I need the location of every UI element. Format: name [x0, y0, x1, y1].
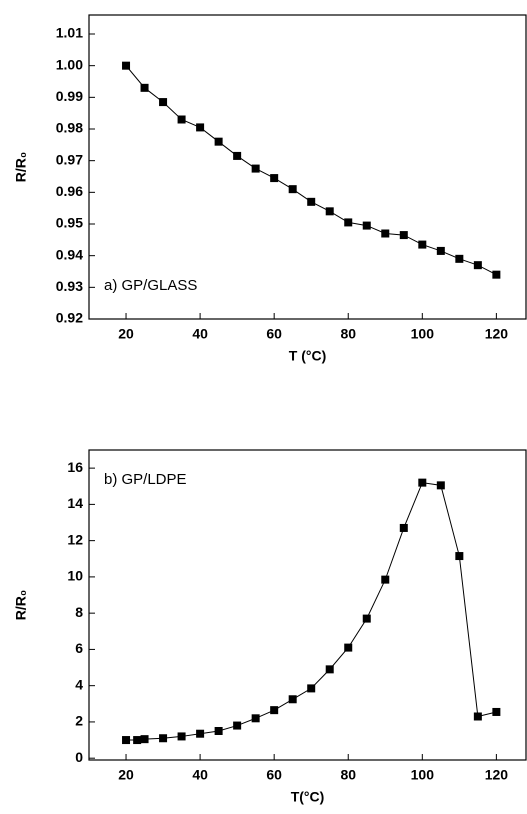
- data-line: [126, 482, 497, 741]
- data-point: [399, 231, 408, 240]
- x-tick-label: 120: [485, 326, 509, 342]
- data-point: [381, 229, 390, 238]
- x-tick-label: 20: [118, 326, 134, 342]
- plot-frame: [88, 449, 527, 761]
- data-point: [288, 185, 297, 194]
- data-point: [270, 174, 279, 183]
- y-tick-label: 0.99: [56, 88, 83, 104]
- data-point: [159, 734, 168, 743]
- data-point: [133, 736, 142, 745]
- data-point: [418, 240, 427, 249]
- plot-frame: [88, 14, 527, 320]
- y-tick-label: 12: [67, 531, 83, 547]
- data-point: [233, 721, 242, 730]
- y-tick-label: 0.92: [56, 310, 83, 326]
- data-point: [492, 707, 501, 716]
- data-point: [214, 137, 223, 146]
- y-tick-label: 2: [75, 713, 83, 729]
- x-axis-label: T (°C): [289, 348, 326, 364]
- x-tick-label: 40: [192, 767, 208, 783]
- data-point: [455, 552, 464, 561]
- data-point: [214, 726, 223, 735]
- x-tick-label: 100: [411, 326, 435, 342]
- x-tick-label: 40: [192, 326, 208, 342]
- data-point: [436, 481, 445, 490]
- data-point: [140, 735, 149, 744]
- x-tick-label: 60: [266, 767, 282, 783]
- data-point: [122, 61, 131, 70]
- y-tick-label: 0.96: [56, 183, 83, 199]
- data-point: [233, 151, 242, 160]
- data-point: [473, 261, 482, 270]
- data-point: [196, 123, 205, 132]
- x-tick-label: 20: [118, 767, 134, 783]
- data-point: [473, 712, 482, 721]
- data-point: [251, 714, 260, 723]
- x-tick-label: 100: [411, 767, 435, 783]
- y-axis-label: R/R₀: [13, 152, 29, 182]
- data-point: [362, 221, 371, 230]
- data-point: [307, 684, 316, 693]
- y-tick-label: 14: [67, 495, 83, 511]
- annotation: a) GP/GLASS: [104, 277, 197, 294]
- y-tick-label: 16: [67, 459, 83, 475]
- y-tick-label: 10: [67, 568, 83, 584]
- data-point: [122, 736, 131, 745]
- data-point: [140, 83, 149, 92]
- data-point: [307, 197, 316, 206]
- x-tick-label: 80: [340, 326, 356, 342]
- data-point: [381, 575, 390, 584]
- y-tick-label: 0: [75, 749, 83, 765]
- data-point: [362, 614, 371, 623]
- data-point: [177, 732, 186, 741]
- data-point: [344, 643, 353, 652]
- data-point: [325, 207, 334, 216]
- data-point: [177, 115, 186, 124]
- y-tick-label: 0.98: [56, 120, 83, 136]
- data-point: [492, 270, 501, 279]
- y-tick-label: 0.95: [56, 215, 83, 231]
- data-point: [270, 706, 279, 715]
- data-point: [251, 164, 260, 173]
- data-point: [418, 478, 427, 487]
- x-tick-label: 80: [340, 767, 356, 783]
- y-tick-label: 0.97: [56, 151, 83, 167]
- data-point: [399, 523, 408, 532]
- y-tick-label: 4: [75, 676, 83, 692]
- data-point: [196, 729, 205, 738]
- y-axis-label: R/R₀: [13, 590, 29, 620]
- data-line: [125, 65, 497, 276]
- data-point: [325, 665, 334, 674]
- x-tick-label: 120: [485, 767, 509, 783]
- x-axis-label: T(°C): [291, 789, 325, 805]
- y-tick-label: 0.94: [56, 246, 83, 262]
- y-tick-label: 6: [75, 640, 83, 656]
- y-tick-label: 8: [75, 604, 83, 620]
- data-point: [455, 254, 464, 263]
- data-point: [159, 98, 168, 107]
- data-point: [436, 246, 445, 255]
- x-tick-label: 60: [266, 326, 282, 342]
- data-point: [344, 218, 353, 227]
- y-tick-label: 1.01: [56, 25, 83, 41]
- y-tick-label: 0.93: [56, 278, 83, 294]
- annotation: b) GP/LDPE: [104, 471, 187, 488]
- y-tick-label: 1.00: [56, 56, 83, 72]
- data-point: [288, 695, 297, 704]
